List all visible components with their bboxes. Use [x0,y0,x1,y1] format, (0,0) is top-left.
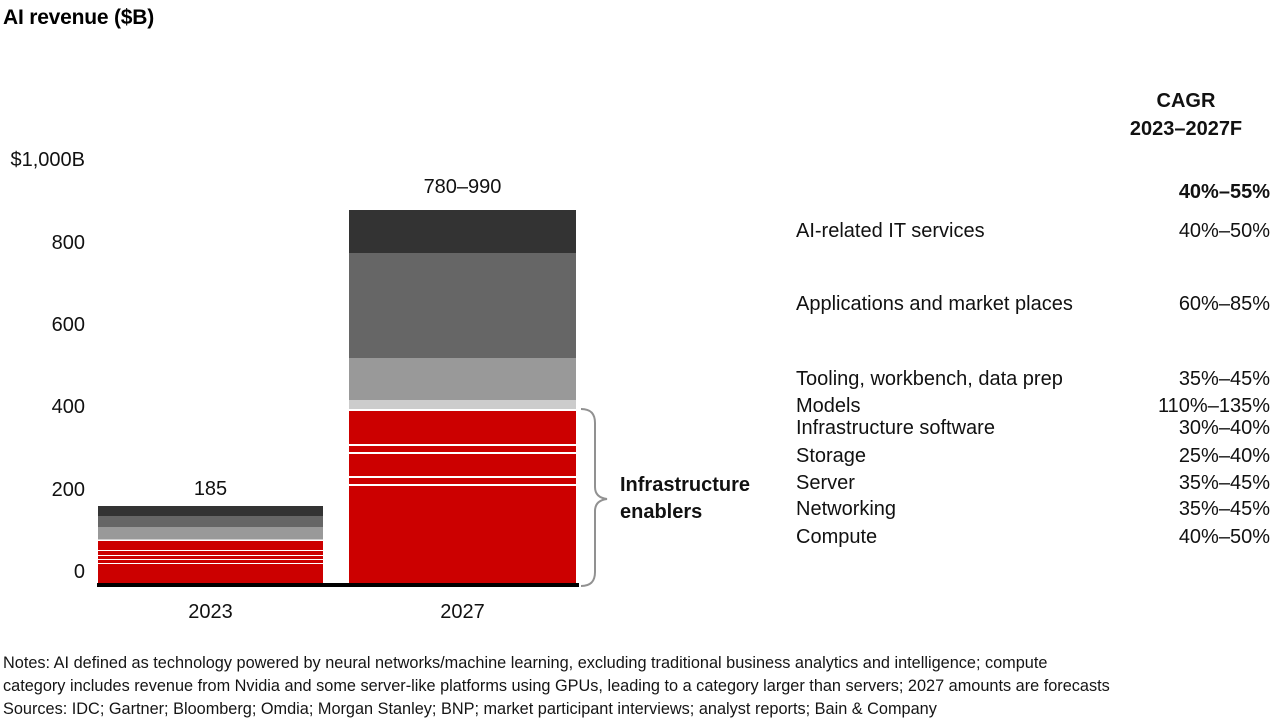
bar-segment [349,409,576,445]
bar-segment [349,358,576,401]
cagr-row-value: 35%–45% [1178,471,1270,494]
cagr-row-value: 30%–40% [1178,416,1270,439]
x-tick-2023: 2023 [188,601,233,623]
cagr-row: Server 35%–45% [796,471,1270,495]
bar-segment [98,506,323,517]
bar-segment [98,554,323,559]
bar-segment [349,444,576,453]
cagr-row-value: 35%–45% [1178,367,1270,390]
cagr-row-value: 25%–40% [1178,444,1270,467]
bar-segment [349,476,576,484]
cagr-row-label: Applications and market places [796,292,1073,315]
bar-segment [98,516,323,528]
cagr-row-label: Networking [796,497,897,520]
infrastructure-enablers-label-line1: Infrastructure [620,474,751,496]
infrastructure-bracket-icon [580,408,608,587]
notes-line-3: Sources: IDC; Gartner; Bloomberg; Omdia;… [3,700,937,718]
cagr-row: AI-related IT services 40%–50% [796,219,1270,243]
y-tick-label: $1,000B [10,149,85,171]
bar-segment [349,483,576,584]
bar-segment [349,210,576,254]
notes: Notes: AI defined as technology powered … [3,652,1110,720]
cagr-row-value: 40%–50% [1178,525,1270,548]
bar-segment [98,527,323,540]
cagr-row-label: AI-related IT services [796,219,985,242]
cagr-total-value: 40%–55% [1178,181,1270,203]
infrastructure-enablers-label-line2: enablers [620,501,703,523]
infrastructure-enablers-label: Infrastructure enablers [620,472,750,526]
cagr-header-line1: CAGR [1156,90,1216,112]
x-tick-2027: 2027 [440,601,485,623]
bar-segment [98,539,323,541]
cagr-row-value: 40%–50% [1178,219,1270,242]
bar-segment [98,558,323,563]
cagr-row: Applications and market places 60%–85% [796,292,1270,316]
bar-total-label-2023: 185 [193,478,228,500]
cagr-row: Compute 40%–50% [796,525,1270,549]
y-tick-label: 200 [51,479,85,501]
bar-segment [98,550,323,555]
cagr-row-label: Models [796,394,861,417]
y-axis: $1,000B 800 600 400 200 0 [0,0,85,600]
notes-line-1: Notes: AI defined as technology powered … [3,654,1048,672]
y-tick-label: 0 [73,561,85,583]
y-tick-label: 400 [51,396,85,418]
bar-segment [349,400,576,410]
bar-2023 [98,506,323,584]
cagr-row: Storage 25%–40% [796,444,1270,468]
cagr-row-value: 60%–85% [1178,292,1270,315]
cagr-row-label: Compute [796,525,878,548]
cagr-row-label: Server [796,471,855,494]
bar-segment [98,562,323,584]
page-title: AI revenue ($B) [3,6,155,29]
y-tick-label: 600 [51,314,85,336]
cagr-row-value: 35%–45% [1178,497,1270,520]
cagr-row-label: Tooling, workbench, data prep [796,367,1063,390]
cagr-row-label: Infrastructure software [796,416,995,439]
bar-segment [349,253,576,359]
cagr-row: Infrastructure software 30%–40% [796,416,1270,440]
notes-line-2: category includes revenue from Nvidia an… [3,677,1110,695]
cagr-header: CAGR 2023–2027F [1100,87,1272,143]
cagr-row: Models 110%–135% [796,394,1270,418]
bar-2027 [349,210,576,584]
bar-segment [349,452,576,477]
bar-segment [98,540,323,551]
cagr-row: Networking 35%–45% [796,497,1270,521]
cagr-row: Tooling, workbench, data prep 35%–45% [796,367,1270,391]
cagr-row-value: 110%–135% [1158,394,1270,417]
bar-total-label-2027: 780–990 [423,176,502,198]
cagr-table: AI-related IT services 40%–50% Application… [796,0,1270,600]
cagr-row-label: Storage [796,444,867,467]
cagr-header-line2: 2023–2027F [1129,118,1243,140]
x-axis-line [97,583,579,587]
y-tick-label: 800 [51,232,85,254]
